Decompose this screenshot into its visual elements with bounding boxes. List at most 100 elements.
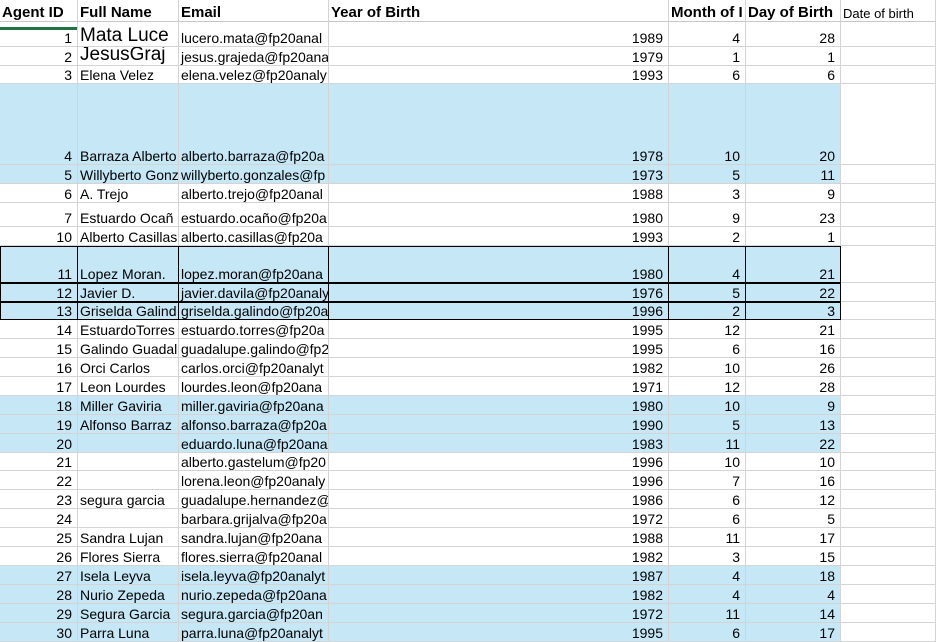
cell-date-of-birth[interactable] xyxy=(841,47,936,66)
cell-agent-id[interactable]: 27 xyxy=(0,566,78,585)
cell-name[interactable]: Galindo Guadal xyxy=(78,339,179,358)
cell-date-of-birth[interactable] xyxy=(841,490,936,509)
cell-email[interactable]: flores.sierra@fp20anal xyxy=(179,547,329,566)
cell-agent-id[interactable]: 23 xyxy=(0,490,78,509)
cell-name[interactable]: A. Trejo xyxy=(78,184,179,203)
cell-day[interactable]: 22 xyxy=(746,283,841,302)
cell-month[interactable]: 11 xyxy=(669,434,746,453)
cell-name[interactable]: Flores Sierra xyxy=(78,547,179,566)
cell-month[interactable]: 4 xyxy=(669,585,746,604)
cell-name[interactable]: Isela Leyva xyxy=(78,566,179,585)
cell-month[interactable]: 5 xyxy=(669,283,746,302)
cell-year[interactable]: 1978 xyxy=(329,84,669,165)
cell-email[interactable]: lopez.moran@fp20ana xyxy=(179,246,329,283)
cell-year[interactable]: 1987 xyxy=(329,566,669,585)
cell-year[interactable]: 1996 xyxy=(329,453,669,471)
cell-name[interactable]: Orci Carlos xyxy=(78,358,179,377)
cell-year[interactable]: 1982 xyxy=(329,585,669,604)
cell-name[interactable]: Nurio Zepeda xyxy=(78,585,179,604)
cell-year[interactable]: 1988 xyxy=(329,528,669,547)
cell-email[interactable]: alberto.gastelum@fp20 xyxy=(179,453,329,471)
cell-name[interactable]: Mata Luce xyxy=(78,22,179,47)
cell-date-of-birth[interactable] xyxy=(841,165,936,184)
cell-month[interactable]: 5 xyxy=(669,415,746,434)
cell-name[interactable]: Segura Garcia xyxy=(78,604,179,623)
cell-agent-id[interactable]: 11 xyxy=(0,246,78,283)
cell-month[interactable]: 12 xyxy=(669,320,746,339)
cell-agent-id[interactable]: 17 xyxy=(0,377,78,396)
cell-year[interactable]: 1990 xyxy=(329,415,669,434)
cell-agent-id[interactable]: 1 xyxy=(0,22,78,47)
cell-day[interactable]: 4 xyxy=(746,585,841,604)
cell-year[interactable]: 1996 xyxy=(329,471,669,490)
cell-email[interactable]: alfonso.barraza@fp20a xyxy=(179,415,329,434)
cell-year[interactable]: 1995 xyxy=(329,339,669,358)
cell-month[interactable]: 3 xyxy=(669,547,746,566)
cell-name[interactable]: Elena Velez xyxy=(78,66,179,84)
cell-year[interactable]: 1995 xyxy=(329,623,669,642)
cell-date-of-birth[interactable] xyxy=(841,434,936,453)
cell-year[interactable]: 1986 xyxy=(329,490,669,509)
cell-year[interactable]: 1973 xyxy=(329,165,669,184)
cell-email[interactable]: sandra.lujan@fp20ana xyxy=(179,528,329,547)
cell-date-of-birth[interactable] xyxy=(841,453,936,471)
cell-email[interactable]: eduardo.luna@fp20ana xyxy=(179,434,329,453)
cell-agent-id[interactable]: 6 xyxy=(0,184,78,203)
cell-email[interactable]: griselda.galindo@fp20a xyxy=(179,302,329,320)
cell-date-of-birth[interactable] xyxy=(841,547,936,566)
cell-name[interactable]: Griselda Galind xyxy=(78,302,179,320)
cell-month[interactable]: 10 xyxy=(669,396,746,415)
cell-agent-id[interactable]: 15 xyxy=(0,339,78,358)
cell-day[interactable]: 1 xyxy=(746,47,841,66)
cell-agent-id[interactable]: 28 xyxy=(0,585,78,604)
cell-email[interactable]: lucero.mata@fp20anal xyxy=(179,22,329,47)
cell-month[interactable]: 11 xyxy=(669,604,746,623)
cell-month[interactable]: 7 xyxy=(669,471,746,490)
cell-month[interactable]: 3 xyxy=(669,184,746,203)
header-agent-id[interactable]: Agent ID xyxy=(0,0,78,22)
cell-date-of-birth[interactable] xyxy=(841,509,936,528)
cell-year[interactable]: 1982 xyxy=(329,358,669,377)
cell-name[interactable]: segura garcia xyxy=(78,490,179,509)
cell-email[interactable]: isela.leyva@fp20analyt xyxy=(179,566,329,585)
cell-email[interactable]: guadalupe.hernandez@ xyxy=(179,490,329,509)
cell-day[interactable]: 23 xyxy=(746,203,841,227)
cell-month[interactable]: 1 xyxy=(669,47,746,66)
header-month-of-birth[interactable]: Month of I xyxy=(669,0,746,22)
cell-date-of-birth[interactable] xyxy=(841,566,936,585)
cell-year[interactable]: 1980 xyxy=(329,396,669,415)
cell-agent-id[interactable]: 14 xyxy=(0,320,78,339)
cell-day[interactable]: 22 xyxy=(746,434,841,453)
cell-month[interactable]: 6 xyxy=(669,66,746,84)
cell-date-of-birth[interactable] xyxy=(841,283,936,302)
cell-year[interactable]: 1983 xyxy=(329,434,669,453)
cell-name[interactable]: Javier D. xyxy=(78,283,179,302)
cell-email[interactable]: willyberto.gonzales@fp xyxy=(179,165,329,184)
cell-year[interactable]: 1993 xyxy=(329,66,669,84)
cell-month[interactable]: 11 xyxy=(669,528,746,547)
cell-name[interactable]: Miller Gaviria xyxy=(78,396,179,415)
cell-date-of-birth[interactable] xyxy=(841,339,936,358)
cell-agent-id[interactable]: 10 xyxy=(0,227,78,246)
cell-date-of-birth[interactable] xyxy=(841,84,936,165)
cell-agent-id[interactable]: 12 xyxy=(0,283,78,302)
cell-day[interactable]: 11 xyxy=(746,165,841,184)
cell-day[interactable]: 21 xyxy=(746,320,841,339)
cell-agent-id[interactable]: 26 xyxy=(0,547,78,566)
cell-day[interactable]: 12 xyxy=(746,490,841,509)
header-email[interactable]: Email xyxy=(179,0,329,22)
cell-month[interactable]: 10 xyxy=(669,453,746,471)
cell-email[interactable]: lourdes.leon@fp20ana xyxy=(179,377,329,396)
cell-day[interactable]: 28 xyxy=(746,377,841,396)
cell-agent-id[interactable]: 5 xyxy=(0,165,78,184)
cell-month[interactable]: 2 xyxy=(669,227,746,246)
cell-date-of-birth[interactable] xyxy=(841,377,936,396)
header-full-name[interactable]: Full Name xyxy=(78,0,179,22)
cell-year[interactable]: 1979 xyxy=(329,47,669,66)
cell-year[interactable]: 1988 xyxy=(329,184,669,203)
cell-email[interactable]: nurio.zepeda@fp20ana xyxy=(179,585,329,604)
cell-day[interactable]: 3 xyxy=(746,302,841,320)
cell-date-of-birth[interactable] xyxy=(841,604,936,623)
cell-email[interactable]: segura.garcia@fp20an xyxy=(179,604,329,623)
cell-day[interactable]: 15 xyxy=(746,547,841,566)
